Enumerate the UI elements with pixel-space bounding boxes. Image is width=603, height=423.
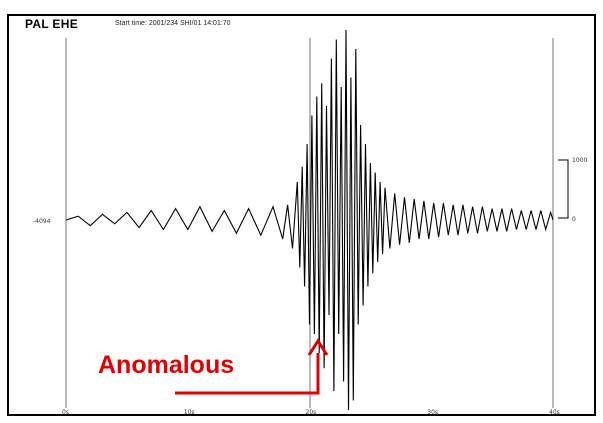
x-tick-label-20s: 20s [306,409,317,416]
scale-bar-top-label: 1000 [572,157,587,164]
anomalous-annotation: Anomalous [98,338,329,395]
x-tick-labels: 0s 10s 20s 30s 40s [62,409,560,416]
start-time-label: Start time: 2001/234 SHI/01 14:01:70 [115,20,231,27]
anomalous-label: Anomalous [98,351,234,379]
x-tick-label-40s: 40s [549,409,560,416]
x-tick-label-0s: 0s [62,409,69,416]
y-tick-label: -4094 [33,218,51,225]
annotation-arrow [175,353,320,395]
scale-bar-bottom-label: 0 [572,216,576,223]
x-tick-label-10s: 10s [184,409,195,416]
waveform-trace [65,29,554,411]
station-label: PAL EHE [25,17,79,31]
x-tick-label-30s: 30s [427,409,438,416]
arrow-head-icon [307,338,329,356]
scale-bar: 1000 0 [558,157,587,223]
